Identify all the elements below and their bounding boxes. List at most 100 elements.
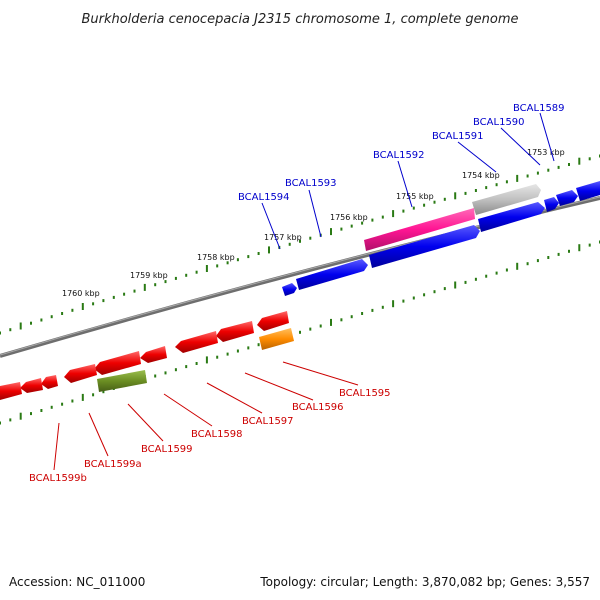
outer-track-tick [588, 157, 591, 161]
outer-track-tick [143, 283, 146, 291]
outer-track-tick [133, 289, 136, 293]
map-title: Burkholderia cenocepacia J2315 chromosom… [81, 12, 518, 27]
outer-track-tick [81, 303, 84, 310]
inner-track-tick [536, 259, 539, 263]
outer-track-tick [154, 283, 157, 287]
inner-track-tick [205, 356, 208, 364]
leader-bcal1590 [500, 127, 541, 166]
feature-orange[interactable] [259, 328, 294, 350]
gene-label-bcal1590[interactable]: BCAL1590 [473, 117, 525, 128]
inner-track-tick [557, 252, 560, 256]
gene-bcal1599b-arrow-a[interactable] [41, 375, 58, 389]
reverse-strand-features [0, 311, 294, 400]
inner-track-tick [392, 300, 395, 308]
forward-strand-features [282, 181, 600, 296]
outer-track-tick [485, 186, 488, 190]
gene-label-bcal1599b[interactable]: BCAL1599b [29, 473, 87, 484]
gene-bcal1595-arrow[interactable] [257, 311, 289, 331]
gene-bcal1594-arrow[interactable] [282, 283, 297, 296]
gene-bcal1598-arrow[interactable] [140, 346, 167, 363]
gene-bcal1591-arrow[interactable] [478, 202, 545, 232]
outer-track-tick [536, 171, 539, 175]
leader-bcal1599b [53, 422, 60, 471]
inner-track-tick [433, 290, 436, 294]
gene-label-bcal1597[interactable]: BCAL1597 [242, 416, 294, 427]
tick-label-1757: 1757 kbp [264, 233, 302, 242]
inner-track-tick [340, 318, 343, 322]
tick-label-1756: 1756 kbp [330, 213, 368, 222]
gene-label-bcal1599[interactable]: BCAL1599 [141, 444, 193, 455]
outer-track-tick [61, 312, 64, 315]
gene-label-bcal1595[interactable]: BCAL1595 [339, 388, 391, 399]
feature-olive[interactable] [97, 370, 147, 392]
inner-track-tick [319, 324, 322, 328]
inner-track-tick [371, 308, 374, 312]
leader-bcal1597 [206, 382, 263, 414]
tick-label-1759: 1759 kbp [130, 271, 168, 280]
gene-label-bcal1599a[interactable]: BCAL1599a [84, 459, 142, 470]
leader-bcal1599 [127, 403, 164, 442]
outer-track-tick [236, 258, 239, 262]
genome-summary-text: Topology: circular; Length: 3,870,082 bp… [259, 575, 590, 589]
inner-track-tick [71, 399, 74, 403]
outer-track-tick [216, 264, 219, 268]
feature-gray[interactable] [472, 184, 541, 215]
gene-bcal1599a-arrow[interactable] [64, 364, 97, 383]
gene-bcal1590-arrow[interactable] [544, 197, 559, 212]
inner-track-tick [185, 365, 188, 369]
gene-bcal1597-arrow[interactable] [175, 331, 218, 353]
inner-track-tick [40, 409, 43, 412]
outer-track-tick [557, 165, 560, 169]
feature-magenta[interactable] [364, 208, 475, 251]
inner-track-tick [495, 271, 498, 275]
inner-track-tick [174, 368, 177, 372]
tick-label-1758: 1758 kbp [197, 253, 235, 262]
gene-edge-arrow[interactable] [0, 382, 22, 400]
tick-label-1755: 1755 kbp [396, 192, 434, 201]
gene-bcal1589-arrow[interactable] [556, 190, 578, 206]
outer-track-tick [112, 295, 115, 299]
inner-track-tick [443, 287, 446, 291]
gene-label-bcal1593[interactable]: BCAL1593 [285, 178, 337, 189]
inner-track-tick [588, 243, 591, 247]
inner-track-tick [81, 393, 84, 401]
inner-track-tick [330, 318, 332, 326]
outer-track-tick [454, 192, 457, 200]
gene-label-bcal1598[interactable]: BCAL1598 [191, 429, 243, 440]
inner-track-tick [9, 418, 12, 422]
inner-track-tick [568, 249, 570, 253]
label-leader-lines [53, 112, 555, 471]
inner-track-tick [474, 277, 477, 281]
tick-label-1753: 1753 kbp [527, 148, 565, 157]
outer-track-tick [71, 308, 74, 312]
gene-label-bcal1589[interactable]: BCAL1589 [513, 103, 565, 114]
inner-track-tick [226, 352, 229, 356]
gene-label-bcal1596[interactable]: BCAL1596 [292, 402, 344, 413]
inner-track-tick [423, 293, 426, 297]
gene-bcal1599b-arrow-b[interactable] [20, 378, 43, 393]
inner-track-tick [361, 312, 364, 315]
inner-track-tick [402, 299, 405, 303]
inner-track-tick [164, 371, 167, 375]
inner-track-tick [30, 412, 32, 416]
outer-track-tick [568, 163, 570, 166]
outer-track-tick [299, 239, 301, 243]
outer-track-tick [433, 200, 436, 204]
outer-track-tick [412, 206, 415, 210]
gene-bcal1593-arrow[interactable] [296, 259, 368, 290]
gene-label-bcal1591[interactable]: BCAL1591 [432, 131, 484, 142]
outer-track-tick [174, 276, 177, 280]
gene-label-bcal1594[interactable]: BCAL1594 [238, 192, 290, 203]
gene-next-arrow[interactable] [576, 181, 600, 201]
gene-bcal1596-arrow[interactable] [216, 321, 254, 342]
gene-bcal1592-arrow[interactable] [369, 225, 480, 268]
inner-track-tick [464, 280, 467, 284]
outer-track-tick [578, 157, 581, 165]
outer-track-tick [547, 168, 550, 172]
gene-label-bcal1592[interactable]: BCAL1592 [373, 150, 425, 161]
inner-track-tick [61, 402, 64, 406]
outer-track-tick [268, 246, 270, 254]
outer-track-tick [205, 265, 208, 272]
gene-bcal1599-arrow[interactable] [94, 351, 141, 375]
inner-track-tick [299, 330, 301, 334]
